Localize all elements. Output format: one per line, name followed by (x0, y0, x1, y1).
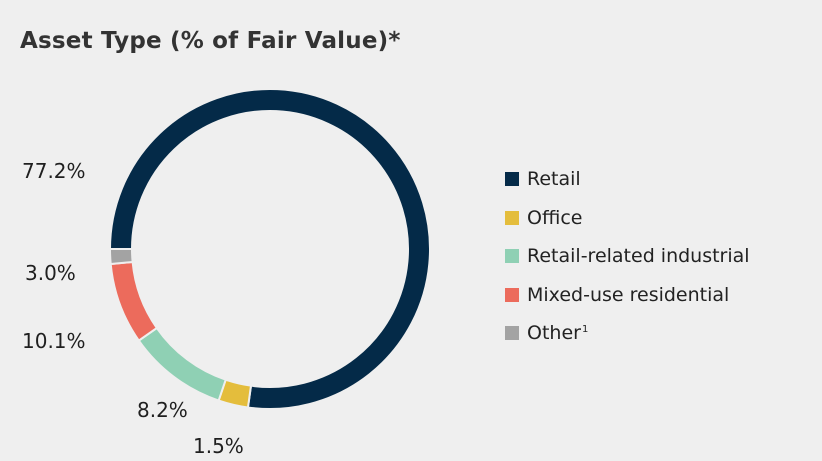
footnote-marker: 1 (581, 323, 589, 335)
slice-retail (108, 88, 431, 410)
legend-label: Retail-related industrial (527, 245, 750, 268)
legend-item-office: Office (505, 199, 750, 238)
legend-item-mixed-use-residential: Mixed-use residential (505, 276, 750, 315)
data-label-other: 1.5% (193, 434, 244, 458)
chart-title: Asset Type (% of Fair Value)* (20, 28, 401, 54)
slice-other (108, 248, 134, 266)
legend-swatch (505, 172, 519, 187)
slice-retail-related-industrial (137, 326, 227, 402)
slice-mixed-use-residential (109, 260, 159, 342)
data-label-retail: 77.2% (22, 159, 86, 183)
legend-label: Office (527, 206, 583, 229)
legend-item-other: Other1 (505, 314, 750, 353)
legend-label: Other1 (527, 322, 589, 345)
legend: Retail Office Retail-related industrial Mix… (505, 160, 750, 353)
data-label-office: 3.0% (25, 261, 76, 285)
legend-label: Mixed-use residential (527, 283, 730, 306)
data-label-retail-related-industrial: 10.1% (22, 329, 86, 353)
data-label-mixed-use-residential: 8.2% (137, 398, 188, 422)
legend-label: Retail (527, 168, 581, 191)
legend-item-retail: Retail (505, 160, 750, 199)
legend-swatch (505, 287, 519, 302)
legend-swatch (505, 210, 519, 225)
legend-swatch (505, 326, 519, 341)
legend-item-retail-related-industrial: Retail-related industrial (505, 237, 750, 276)
legend-swatch (505, 249, 519, 264)
